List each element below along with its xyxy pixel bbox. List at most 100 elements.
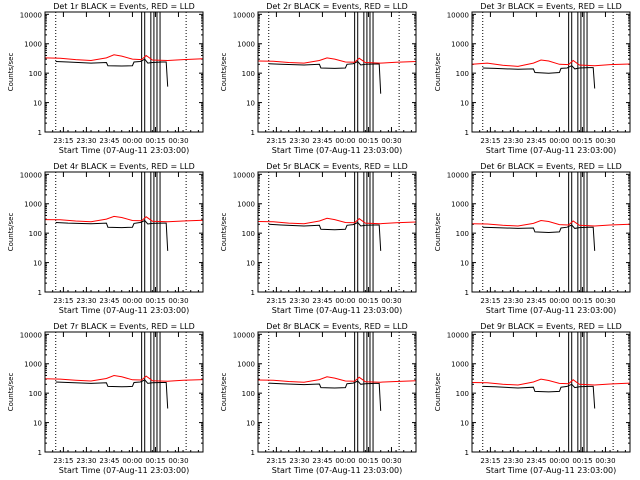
events-series-line — [482, 65, 596, 89]
y-tick-label: 1000 — [24, 201, 42, 209]
panel-title: Det 4r BLACK = Events, RED = LLD — [53, 162, 195, 171]
y-tick-label: 1000 — [451, 41, 469, 49]
x-tick-label: 23:15 — [266, 137, 286, 145]
x-tick-label: 23:15 — [266, 457, 286, 465]
lld-series-line — [257, 217, 417, 225]
lld-series-line — [44, 215, 204, 223]
y-tick-label: 10 — [246, 420, 255, 428]
plot-frame — [471, 171, 631, 293]
x-tick-label: 00:00 — [549, 457, 569, 465]
y-tick-label: 100 — [456, 230, 469, 238]
y-tick-label: 100 — [456, 70, 469, 78]
lld-series-line — [471, 378, 631, 386]
x-tick-label: 00:30 — [381, 137, 401, 145]
x-tick-label: 23:45 — [99, 297, 119, 305]
plot-frame — [44, 11, 204, 133]
x-tick-label: 00:15 — [145, 457, 165, 465]
x-tick-label: 23:45 — [526, 137, 546, 145]
panel-title: Det 2r BLACK = Events, RED = LLD — [266, 2, 408, 11]
detector-panel-5: Det 5r BLACK = Events, RED = LLD Counts/s… — [220, 162, 417, 315]
x-tick-label: 00:00 — [549, 297, 569, 305]
x-axis-label: Start Time (07-Aug-11 23:03:00) — [272, 466, 403, 475]
y-tick-label: 1 — [38, 129, 42, 137]
detector-panel-1: Det 1r BLACK = Events, RED = LLD Counts/s… — [7, 2, 204, 155]
events-series-line — [482, 224, 596, 251]
plot-frame — [257, 11, 417, 133]
plot-frame — [44, 171, 204, 293]
y-tick-label: 10 — [246, 260, 255, 268]
y-axis-label: Counts/sec — [220, 53, 228, 92]
x-tick-label: 00:15 — [145, 137, 165, 145]
y-tick-label: 1000 — [237, 201, 255, 209]
x-tick-label: 23:45 — [312, 297, 332, 305]
events-series-line — [268, 60, 382, 94]
x-tick-label: 00:15 — [572, 297, 592, 305]
x-tick-label: 23:30 — [503, 137, 523, 145]
y-tick-label: 10 — [33, 260, 42, 268]
events-series-line — [482, 383, 596, 409]
y-tick-label: 1 — [465, 449, 469, 457]
x-tick-label: 00:00 — [122, 457, 142, 465]
x-tick-label: 23:15 — [480, 137, 500, 145]
x-tick-label: 23:15 — [53, 137, 73, 145]
y-axis-label: Counts/sec — [7, 373, 15, 412]
x-tick-label: 23:30 — [503, 297, 523, 305]
x-tick-label: 00:15 — [572, 137, 592, 145]
y-tick-label: 1 — [465, 289, 469, 297]
y-tick-label: 10 — [460, 100, 469, 108]
x-tick-label: 23:15 — [53, 457, 73, 465]
x-tick-label: 00:30 — [168, 137, 188, 145]
lld-series-line — [257, 376, 417, 383]
detector-panel-7: Det 7r BLACK = Events, RED = LLD Counts/s… — [7, 322, 204, 475]
x-tick-label: 23:45 — [312, 457, 332, 465]
y-axis-label: Counts/sec — [7, 53, 15, 92]
y-tick-label: 10000 — [233, 171, 255, 179]
x-tick-label: 23:30 — [76, 137, 96, 145]
y-tick-label: 1 — [251, 129, 255, 137]
events-series-line — [268, 380, 382, 411]
x-tick-label: 00:00 — [335, 457, 355, 465]
x-tick-label: 00:00 — [335, 297, 355, 305]
plot-frame — [44, 331, 204, 453]
detector-panel-4: Det 4r BLACK = Events, RED = LLD Counts/s… — [7, 162, 204, 315]
x-tick-label: 00:15 — [358, 297, 378, 305]
y-axis-label: Counts/sec — [434, 373, 442, 412]
lld-series-line — [44, 374, 204, 382]
x-tick-label: 00:30 — [595, 457, 615, 465]
panel-title: Det 5r BLACK = Events, RED = LLD — [266, 162, 408, 171]
x-axis-label: Start Time (07-Aug-11 23:03:00) — [59, 466, 190, 475]
x-tick-label: 00:30 — [381, 457, 401, 465]
y-tick-label: 10 — [460, 260, 469, 268]
x-tick-label: 00:15 — [358, 137, 378, 145]
panel-title: Det 3r BLACK = Events, RED = LLD — [480, 2, 622, 11]
y-tick-label: 10000 — [233, 11, 255, 19]
events-series-line — [55, 379, 169, 409]
y-tick-label: 100 — [242, 70, 255, 78]
x-tick-label: 23:30 — [76, 297, 96, 305]
panel-title: Det 7r BLACK = Events, RED = LLD — [53, 322, 195, 331]
x-axis-label: Start Time (07-Aug-11 23:03:00) — [59, 146, 190, 155]
x-axis-label: Start Time (07-Aug-11 23:03:00) — [486, 466, 617, 475]
x-tick-label: 00:30 — [595, 297, 615, 305]
y-tick-label: 1000 — [237, 41, 255, 49]
y-tick-label: 10 — [460, 420, 469, 428]
x-axis-label: Start Time (07-Aug-11 23:03:00) — [486, 146, 617, 155]
y-tick-label: 100 — [29, 390, 42, 398]
x-axis-label: Start Time (07-Aug-11 23:03:00) — [486, 306, 617, 315]
y-axis-label: Counts/sec — [434, 53, 442, 92]
plot-frame — [471, 331, 631, 453]
detector-panel-9: Det 9r BLACK = Events, RED = LLD Counts/s… — [434, 322, 631, 475]
lld-series-line — [471, 59, 631, 67]
y-tick-label: 10000 — [447, 11, 469, 19]
y-tick-label: 1 — [38, 289, 42, 297]
y-tick-label: 1000 — [24, 41, 42, 49]
plot-frame — [471, 11, 631, 133]
x-tick-label: 23:30 — [289, 297, 309, 305]
y-tick-label: 1000 — [237, 361, 255, 369]
y-tick-label: 10000 — [20, 171, 42, 179]
x-tick-label: 00:15 — [572, 457, 592, 465]
x-tick-label: 00:00 — [335, 137, 355, 145]
y-tick-label: 10000 — [20, 331, 42, 339]
panel-title: Det 6r BLACK = Events, RED = LLD — [480, 162, 622, 171]
y-tick-label: 100 — [242, 390, 255, 398]
